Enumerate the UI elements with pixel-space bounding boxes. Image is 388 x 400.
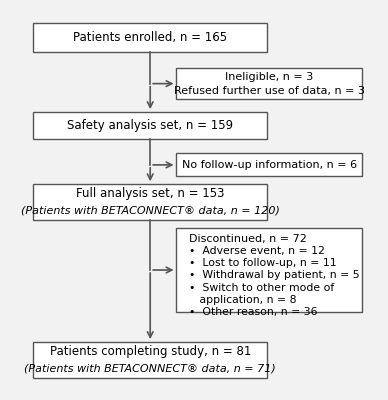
Text: application, n = 8: application, n = 8 bbox=[189, 295, 296, 305]
Text: •  Adverse event, n = 12: • Adverse event, n = 12 bbox=[189, 246, 325, 256]
FancyBboxPatch shape bbox=[177, 228, 362, 312]
Text: No follow-up information, n = 6: No follow-up information, n = 6 bbox=[182, 160, 357, 170]
Text: Safety analysis set, n = 159: Safety analysis set, n = 159 bbox=[67, 119, 233, 132]
Text: •  Lost to follow-up, n = 11: • Lost to follow-up, n = 11 bbox=[189, 258, 336, 268]
FancyBboxPatch shape bbox=[177, 154, 362, 176]
FancyBboxPatch shape bbox=[33, 184, 267, 220]
Text: (Patients with BETACONNECT® data, n = 120): (Patients with BETACONNECT® data, n = 12… bbox=[21, 205, 280, 215]
Text: •  Withdrawal by patient, n = 5: • Withdrawal by patient, n = 5 bbox=[189, 270, 359, 280]
Text: Ineligible, n = 3: Ineligible, n = 3 bbox=[225, 72, 314, 82]
FancyBboxPatch shape bbox=[177, 68, 362, 100]
Text: Discontinued, n = 72: Discontinued, n = 72 bbox=[189, 234, 307, 244]
FancyBboxPatch shape bbox=[33, 112, 267, 139]
FancyBboxPatch shape bbox=[33, 342, 267, 378]
FancyBboxPatch shape bbox=[33, 22, 267, 52]
Text: Patients completing study, n = 81: Patients completing study, n = 81 bbox=[50, 345, 251, 358]
Text: (Patients with BETACONNECT® data, n = 71): (Patients with BETACONNECT® data, n = 71… bbox=[24, 363, 276, 373]
Text: Full analysis set, n = 153: Full analysis set, n = 153 bbox=[76, 187, 225, 200]
Text: Patients enrolled, n = 165: Patients enrolled, n = 165 bbox=[73, 31, 227, 44]
Text: •  Switch to other mode of: • Switch to other mode of bbox=[189, 282, 334, 292]
Text: Refused further use of data, n = 3: Refused further use of data, n = 3 bbox=[174, 86, 365, 96]
Text: •  Other reason, n = 36: • Other reason, n = 36 bbox=[189, 307, 317, 317]
